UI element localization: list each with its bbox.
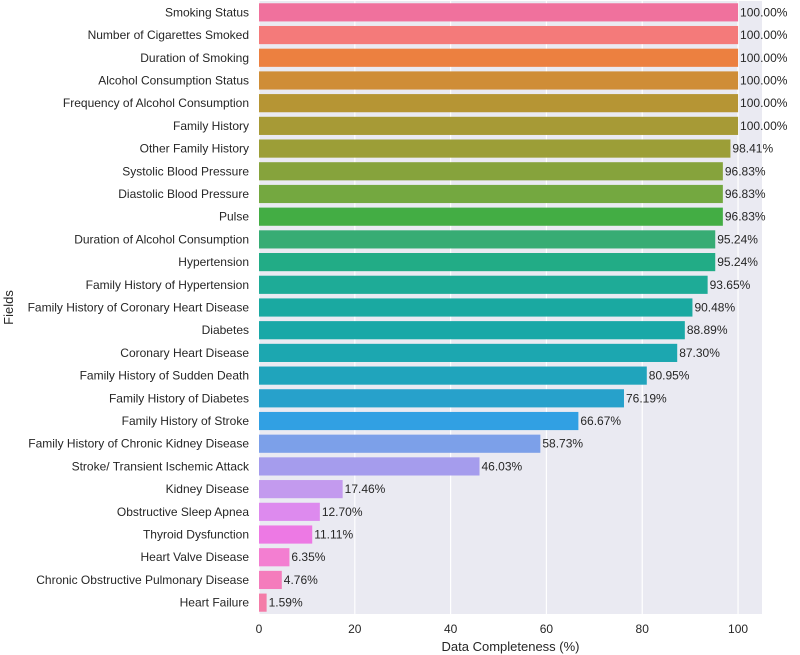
bar [259, 411, 579, 431]
value-label: 58.73% [542, 437, 583, 451]
bar [259, 298, 693, 317]
category-label: Family History of Coronary Heart Disease [28, 301, 250, 315]
bar [259, 480, 343, 499]
category-label: Family History of Hypertension [86, 278, 249, 292]
value-label: 90.48% [694, 301, 735, 315]
category-label: Family History of Stroke [122, 414, 250, 428]
value-label: 100.00% [740, 119, 788, 133]
category-label: Duration of Smoking [140, 51, 249, 65]
value-label: 100.00% [740, 51, 788, 65]
category-label: Heart Failure [180, 596, 250, 610]
x-axis-title: Data Completeness (%) [442, 639, 580, 654]
x-tick-labels: 0 20 40 60 80 100 [256, 622, 749, 636]
value-label: 80.95% [649, 369, 690, 383]
category-label: Kidney Disease [166, 482, 250, 496]
value-label: 100.00% [740, 96, 788, 110]
category-label: Diabetes [202, 323, 249, 337]
category-label: Chronic Obstructive Pulmonary Disease [36, 573, 249, 587]
x-tick-label: 100 [728, 622, 748, 636]
value-label: 6.35% [291, 550, 325, 564]
category-label: Frequency of Alcohol Consumption [63, 96, 249, 110]
bar [259, 230, 716, 249]
bar [259, 593, 267, 612]
value-label: 100.00% [740, 28, 788, 42]
value-label: 66.67% [580, 414, 621, 428]
value-label: 100.00% [740, 73, 788, 87]
category-label: Family History [173, 119, 249, 133]
x-tick-label: 20 [348, 622, 362, 636]
y-axis-title: Fields [1, 290, 16, 325]
bar [259, 366, 647, 385]
x-tick-label: 0 [256, 622, 263, 636]
category-label: Other Family History [140, 142, 249, 156]
category-label: Coronary Heart Disease [120, 346, 249, 360]
bar [259, 321, 685, 340]
value-label: 12.70% [322, 505, 363, 519]
value-label: 100.00% [740, 5, 788, 19]
bar [259, 457, 480, 476]
value-label: 46.03% [482, 459, 523, 473]
bars [259, 3, 739, 612]
bar [259, 434, 541, 453]
bar [259, 502, 320, 521]
x-tick-label: 60 [540, 622, 554, 636]
value-label: 98.41% [732, 142, 773, 156]
bar [259, 71, 739, 90]
category-label: Hypertension [178, 255, 249, 269]
category-label: Family History of Sudden Death [80, 369, 249, 383]
category-label: Duration of Alcohol Consumption [74, 232, 249, 246]
bar [259, 253, 716, 272]
category-label: Smoking Status [165, 5, 249, 19]
category-label: Heart Valve Disease [141, 550, 250, 564]
bar [259, 162, 723, 181]
value-label: 96.83% [725, 210, 766, 224]
bar [259, 275, 708, 294]
bar [259, 139, 731, 158]
value-labels: 100.00% 100.00% 100.00% 100.00% 100.00% 100.0… [269, 5, 788, 609]
bar [259, 207, 723, 226]
value-label: 96.83% [725, 187, 766, 201]
category-label: Thyroid Dysfunction [143, 528, 249, 542]
category-labels: Smoking Status Number of Cigarettes Smoke… [28, 5, 250, 609]
category-label: Stroke/ Transient Ischemic Attack [72, 459, 250, 473]
bar [259, 525, 313, 544]
x-tick-label: 40 [444, 622, 458, 636]
value-label: 76.19% [626, 391, 667, 405]
bar [259, 548, 290, 567]
value-label: 4.76% [284, 573, 318, 587]
bar [259, 3, 739, 22]
value-label: 96.83% [725, 164, 766, 178]
bar [259, 25, 739, 45]
bar [259, 184, 723, 204]
value-label: 17.46% [345, 482, 386, 496]
category-label: Number of Cigarettes Smoked [88, 28, 249, 42]
bar [259, 48, 739, 67]
category-label: Pulse [219, 210, 249, 224]
category-label: Family History of Diabetes [109, 391, 249, 405]
category-label: Alcohol Consumption Status [98, 73, 249, 87]
bar [259, 94, 739, 113]
bar [259, 389, 624, 408]
value-label: 87.30% [679, 346, 720, 360]
bar [259, 116, 739, 135]
x-tick-label: 80 [636, 622, 650, 636]
category-label: Diastolic Blood Pressure [118, 187, 249, 201]
category-label: Systolic Blood Pressure [122, 164, 249, 178]
category-label: Obstructive Sleep Apnea [117, 505, 249, 519]
value-label: 1.59% [269, 596, 303, 610]
bar [259, 343, 678, 362]
value-label: 93.65% [710, 278, 751, 292]
value-label: 95.24% [717, 232, 758, 246]
value-label: 95.24% [717, 255, 758, 269]
bar [259, 570, 282, 590]
value-label: 11.11% [314, 528, 353, 542]
value-label: 88.89% [687, 323, 728, 337]
category-label: Family History of Chronic Kidney Disease [28, 437, 249, 451]
